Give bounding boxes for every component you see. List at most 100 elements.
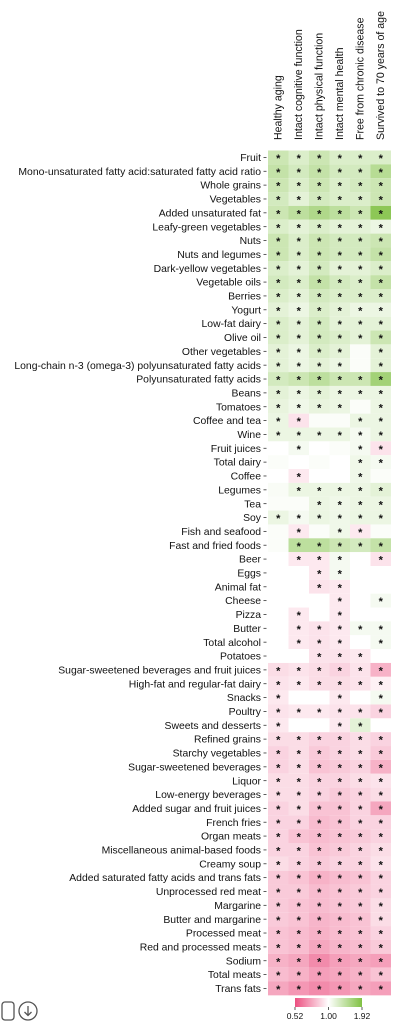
heat-cell — [288, 898, 309, 913]
heat-cell — [370, 510, 391, 525]
heat-cell — [309, 413, 330, 428]
heat-cell — [370, 330, 391, 345]
significance-star: * — [276, 942, 281, 954]
heat-cell — [309, 316, 330, 331]
heat-cell — [268, 233, 289, 248]
heat-cell — [268, 662, 289, 677]
significance-star: * — [276, 832, 281, 844]
significance-star: * — [379, 513, 384, 525]
heat-cell — [268, 898, 289, 913]
heat-cell — [309, 538, 330, 553]
row-label: Whole grains — [200, 181, 261, 192]
heat-cell — [329, 330, 350, 345]
significance-star: * — [379, 693, 384, 705]
significance-star: * — [297, 929, 302, 941]
heat-cell — [288, 981, 309, 996]
row-label: Beer — [239, 555, 261, 566]
significance-star: * — [358, 222, 363, 234]
significance-star: * — [379, 818, 384, 830]
significance-star: * — [338, 942, 343, 954]
heat-cell — [370, 413, 391, 428]
heat-cell — [268, 690, 289, 705]
significance-star: * — [338, 679, 343, 691]
heat-cell — [350, 787, 371, 802]
heat-cell — [288, 524, 309, 539]
heat-cell — [370, 178, 391, 193]
heat-cell — [309, 510, 330, 525]
significance-star: * — [379, 416, 384, 428]
significance-star: * — [317, 735, 322, 747]
row-label: Berries — [228, 292, 261, 303]
heat-cell — [309, 704, 330, 719]
significance-star: * — [317, 859, 322, 871]
heat-cell — [288, 441, 309, 456]
heat-cell — [350, 358, 371, 373]
heat-cell — [350, 926, 371, 940]
significance-star: * — [276, 984, 281, 996]
significance-star: * — [379, 596, 384, 608]
heat-cell — [288, 787, 309, 802]
significance-star: * — [379, 624, 384, 636]
significance-star: * — [317, 513, 322, 525]
significance-star: * — [379, 375, 384, 387]
significance-star: * — [317, 942, 322, 954]
significance-star: * — [358, 679, 363, 691]
heat-cell — [309, 205, 330, 220]
row-label: Fruit juices — [211, 444, 261, 455]
significance-star: * — [338, 735, 343, 747]
significance-star: * — [338, 250, 343, 262]
significance-star: * — [297, 610, 302, 622]
heat-cell — [268, 538, 289, 553]
significance-star: * — [276, 153, 281, 165]
significance-star: * — [276, 818, 281, 830]
heat-cell — [329, 538, 350, 553]
significance-star: * — [338, 527, 343, 539]
heat-cell — [309, 524, 330, 539]
significance-star: * — [338, 569, 343, 581]
significance-star: * — [338, 388, 343, 400]
significance-star: * — [297, 859, 302, 871]
significance-star: * — [276, 679, 281, 691]
significance-star: * — [317, 181, 322, 193]
significance-star: * — [297, 402, 302, 414]
significance-star: * — [358, 444, 363, 456]
heat-cell — [370, 801, 391, 816]
significance-star: * — [276, 776, 281, 788]
column-label: Survived to 70 years of age — [375, 11, 387, 140]
row-label: Total alcohol — [203, 638, 261, 649]
significance-star: * — [358, 333, 363, 345]
significance-star: * — [379, 458, 384, 470]
heat-cell — [350, 413, 371, 428]
heat-cell — [329, 399, 350, 414]
significance-star: * — [317, 984, 322, 996]
heat-cell — [309, 967, 330, 982]
heat-cell — [288, 496, 309, 511]
heat-cell — [370, 829, 391, 843]
significance-star: * — [297, 555, 302, 567]
significance-star: * — [338, 582, 343, 594]
significance-star: * — [379, 347, 384, 359]
significance-star: * — [276, 693, 281, 705]
heat-cell — [350, 759, 371, 774]
significance-star: * — [338, 555, 343, 567]
heat-cell — [329, 579, 350, 594]
row-label: Liquor — [232, 776, 261, 787]
heat-cell — [288, 870, 309, 885]
heat-cell — [370, 358, 391, 373]
download-icon[interactable] — [18, 1001, 38, 1021]
row-label: Other vegetables — [182, 347, 261, 358]
significance-star: * — [276, 859, 281, 871]
heat-cell — [268, 773, 289, 788]
heat-cell — [350, 856, 371, 871]
significance-star: * — [317, 818, 322, 830]
significance-star: * — [358, 846, 363, 858]
row-label: Fast and fried foods — [169, 541, 261, 552]
heat-cell — [350, 607, 371, 622]
heat-cell — [288, 164, 309, 179]
heat-cell — [350, 732, 371, 747]
heat-cell — [268, 330, 289, 345]
heat-cell — [309, 856, 330, 871]
heat-cell — [370, 538, 391, 553]
icon[interactable] — [1, 1001, 15, 1021]
heat-cell — [309, 192, 330, 206]
